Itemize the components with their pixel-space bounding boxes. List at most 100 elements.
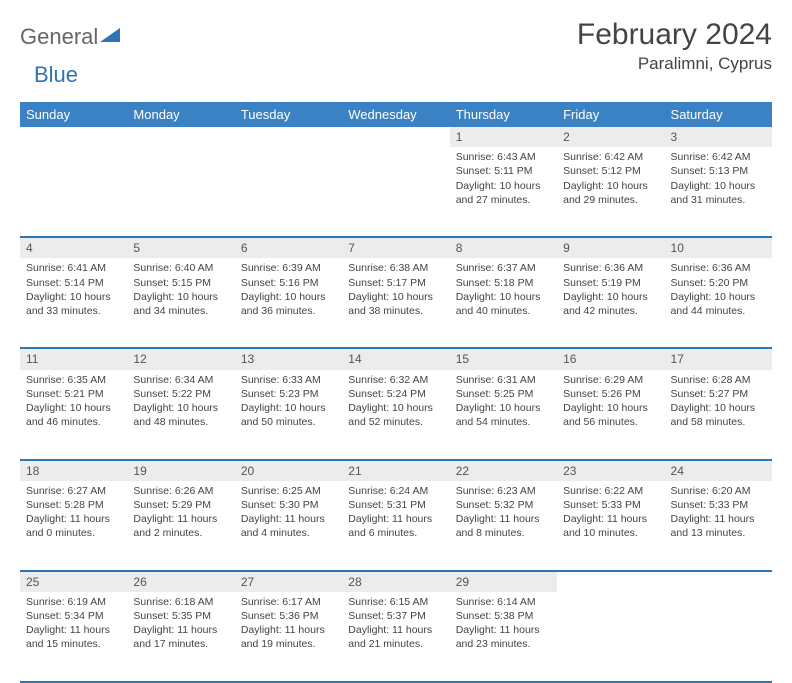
day-detail-cell	[557, 592, 664, 682]
weekday-header: Sunday	[20, 102, 127, 127]
day-detail-line: Sunset: 5:21 PM	[26, 387, 121, 401]
day-detail-line: and 19 minutes.	[241, 637, 336, 651]
day-detail-line: Sunset: 5:32 PM	[456, 498, 551, 512]
day-detail-cell: Sunrise: 6:14 AMSunset: 5:38 PMDaylight:…	[450, 592, 557, 682]
day-detail-line: Sunset: 5:11 PM	[456, 164, 551, 178]
day-detail-line: Sunrise: 6:35 AM	[26, 373, 121, 387]
day-detail-line: Sunrise: 6:38 AM	[348, 261, 443, 275]
day-number-cell: 4	[20, 237, 127, 258]
day-detail-line: Sunrise: 6:42 AM	[563, 150, 658, 164]
day-detail-line: Sunrise: 6:39 AM	[241, 261, 336, 275]
day-detail-line: Sunset: 5:34 PM	[26, 609, 121, 623]
day-detail-line: Sunset: 5:35 PM	[133, 609, 228, 623]
day-number-cell: 29	[450, 571, 557, 592]
day-detail-row: Sunrise: 6:27 AMSunset: 5:28 PMDaylight:…	[20, 481, 772, 571]
day-number-cell: 17	[665, 348, 772, 369]
day-detail-line: Sunset: 5:24 PM	[348, 387, 443, 401]
day-detail-line: Sunrise: 6:36 AM	[671, 261, 766, 275]
day-detail-line: and 56 minutes.	[563, 415, 658, 429]
day-number-cell	[665, 571, 772, 592]
day-detail-line: and 8 minutes.	[456, 526, 551, 540]
day-detail-cell: Sunrise: 6:31 AMSunset: 5:25 PMDaylight:…	[450, 370, 557, 460]
day-detail-line: and 31 minutes.	[671, 193, 766, 207]
day-number-row: 123	[20, 127, 772, 147]
weekday-header: Tuesday	[235, 102, 342, 127]
day-detail-cell: Sunrise: 6:27 AMSunset: 5:28 PMDaylight:…	[20, 481, 127, 571]
day-detail-cell	[665, 592, 772, 682]
day-detail-line: and 33 minutes.	[26, 304, 121, 318]
day-number-cell: 1	[450, 127, 557, 147]
day-detail-line: Sunrise: 6:40 AM	[133, 261, 228, 275]
day-detail-line: Sunrise: 6:14 AM	[456, 595, 551, 609]
day-detail-line: Sunrise: 6:22 AM	[563, 484, 658, 498]
day-detail-line: Sunrise: 6:28 AM	[671, 373, 766, 387]
day-detail-cell: Sunrise: 6:18 AMSunset: 5:35 PMDaylight:…	[127, 592, 234, 682]
day-number-cell	[235, 127, 342, 147]
day-detail-line: Daylight: 11 hours	[26, 512, 121, 526]
day-detail-cell: Sunrise: 6:25 AMSunset: 5:30 PMDaylight:…	[235, 481, 342, 571]
day-detail-line: Sunset: 5:14 PM	[26, 276, 121, 290]
day-detail-line: Sunset: 5:16 PM	[241, 276, 336, 290]
day-detail-line: and 58 minutes.	[671, 415, 766, 429]
day-detail-line: Daylight: 11 hours	[133, 512, 228, 526]
day-detail-line: and 27 minutes.	[456, 193, 551, 207]
day-detail-line: Sunset: 5:27 PM	[671, 387, 766, 401]
day-detail-line: Sunset: 5:23 PM	[241, 387, 336, 401]
day-detail-cell: Sunrise: 6:28 AMSunset: 5:27 PMDaylight:…	[665, 370, 772, 460]
day-detail-line: Sunset: 5:19 PM	[563, 276, 658, 290]
day-detail-line: and 42 minutes.	[563, 304, 658, 318]
day-detail-line: Sunrise: 6:24 AM	[348, 484, 443, 498]
day-detail-line: and 50 minutes.	[241, 415, 336, 429]
day-detail-row: Sunrise: 6:41 AMSunset: 5:14 PMDaylight:…	[20, 258, 772, 348]
day-number-cell: 15	[450, 348, 557, 369]
day-detail-line: Sunrise: 6:33 AM	[241, 373, 336, 387]
day-number-cell: 25	[20, 571, 127, 592]
day-detail-line: Sunrise: 6:23 AM	[456, 484, 551, 498]
day-detail-line: Daylight: 11 hours	[241, 623, 336, 637]
day-detail-line: and 48 minutes.	[133, 415, 228, 429]
day-detail-cell: Sunrise: 6:33 AMSunset: 5:23 PMDaylight:…	[235, 370, 342, 460]
day-detail-line: Daylight: 11 hours	[26, 623, 121, 637]
day-number-row: 11121314151617	[20, 348, 772, 369]
logo-triangle-icon	[100, 22, 120, 48]
logo-word-2: Blue	[20, 62, 78, 87]
day-detail-cell: Sunrise: 6:24 AMSunset: 5:31 PMDaylight:…	[342, 481, 449, 571]
day-detail-line: Sunset: 5:31 PM	[348, 498, 443, 512]
day-detail-cell: Sunrise: 6:22 AMSunset: 5:33 PMDaylight:…	[557, 481, 664, 571]
day-detail-line: Sunset: 5:25 PM	[456, 387, 551, 401]
day-number-cell: 22	[450, 460, 557, 481]
day-detail-line: Daylight: 11 hours	[456, 623, 551, 637]
day-detail-line: Sunrise: 6:31 AM	[456, 373, 551, 387]
day-number-cell: 23	[557, 460, 664, 481]
day-detail-line: Sunset: 5:17 PM	[348, 276, 443, 290]
day-number-row: 45678910	[20, 237, 772, 258]
day-detail-line: Sunrise: 6:15 AM	[348, 595, 443, 609]
month-title: February 2024	[577, 18, 772, 52]
day-detail-line: Sunset: 5:33 PM	[563, 498, 658, 512]
day-detail-cell: Sunrise: 6:41 AMSunset: 5:14 PMDaylight:…	[20, 258, 127, 348]
day-number-cell: 18	[20, 460, 127, 481]
day-detail-line: Sunrise: 6:34 AM	[133, 373, 228, 387]
weekday-header: Monday	[127, 102, 234, 127]
day-detail-line: Daylight: 10 hours	[133, 290, 228, 304]
day-detail-line: Sunset: 5:30 PM	[241, 498, 336, 512]
weekday-header: Thursday	[450, 102, 557, 127]
title-block: February 2024 Paralimni, Cyprus	[577, 18, 772, 74]
day-number-cell: 5	[127, 237, 234, 258]
day-detail-cell: Sunrise: 6:23 AMSunset: 5:32 PMDaylight:…	[450, 481, 557, 571]
day-detail-line: and 54 minutes.	[456, 415, 551, 429]
day-detail-line: and 10 minutes.	[563, 526, 658, 540]
day-number-cell: 6	[235, 237, 342, 258]
day-detail-line: Sunset: 5:26 PM	[563, 387, 658, 401]
day-detail-line: and 13 minutes.	[671, 526, 766, 540]
day-detail-line: Sunrise: 6:26 AM	[133, 484, 228, 498]
day-detail-line: Daylight: 10 hours	[348, 401, 443, 415]
day-detail-cell: Sunrise: 6:15 AMSunset: 5:37 PMDaylight:…	[342, 592, 449, 682]
day-number-cell: 10	[665, 237, 772, 258]
day-detail-line: Daylight: 10 hours	[456, 290, 551, 304]
day-detail-line: Sunset: 5:33 PM	[671, 498, 766, 512]
day-detail-line: Daylight: 11 hours	[456, 512, 551, 526]
day-number-cell: 14	[342, 348, 449, 369]
day-detail-cell: Sunrise: 6:39 AMSunset: 5:16 PMDaylight:…	[235, 258, 342, 348]
day-number-cell: 26	[127, 571, 234, 592]
